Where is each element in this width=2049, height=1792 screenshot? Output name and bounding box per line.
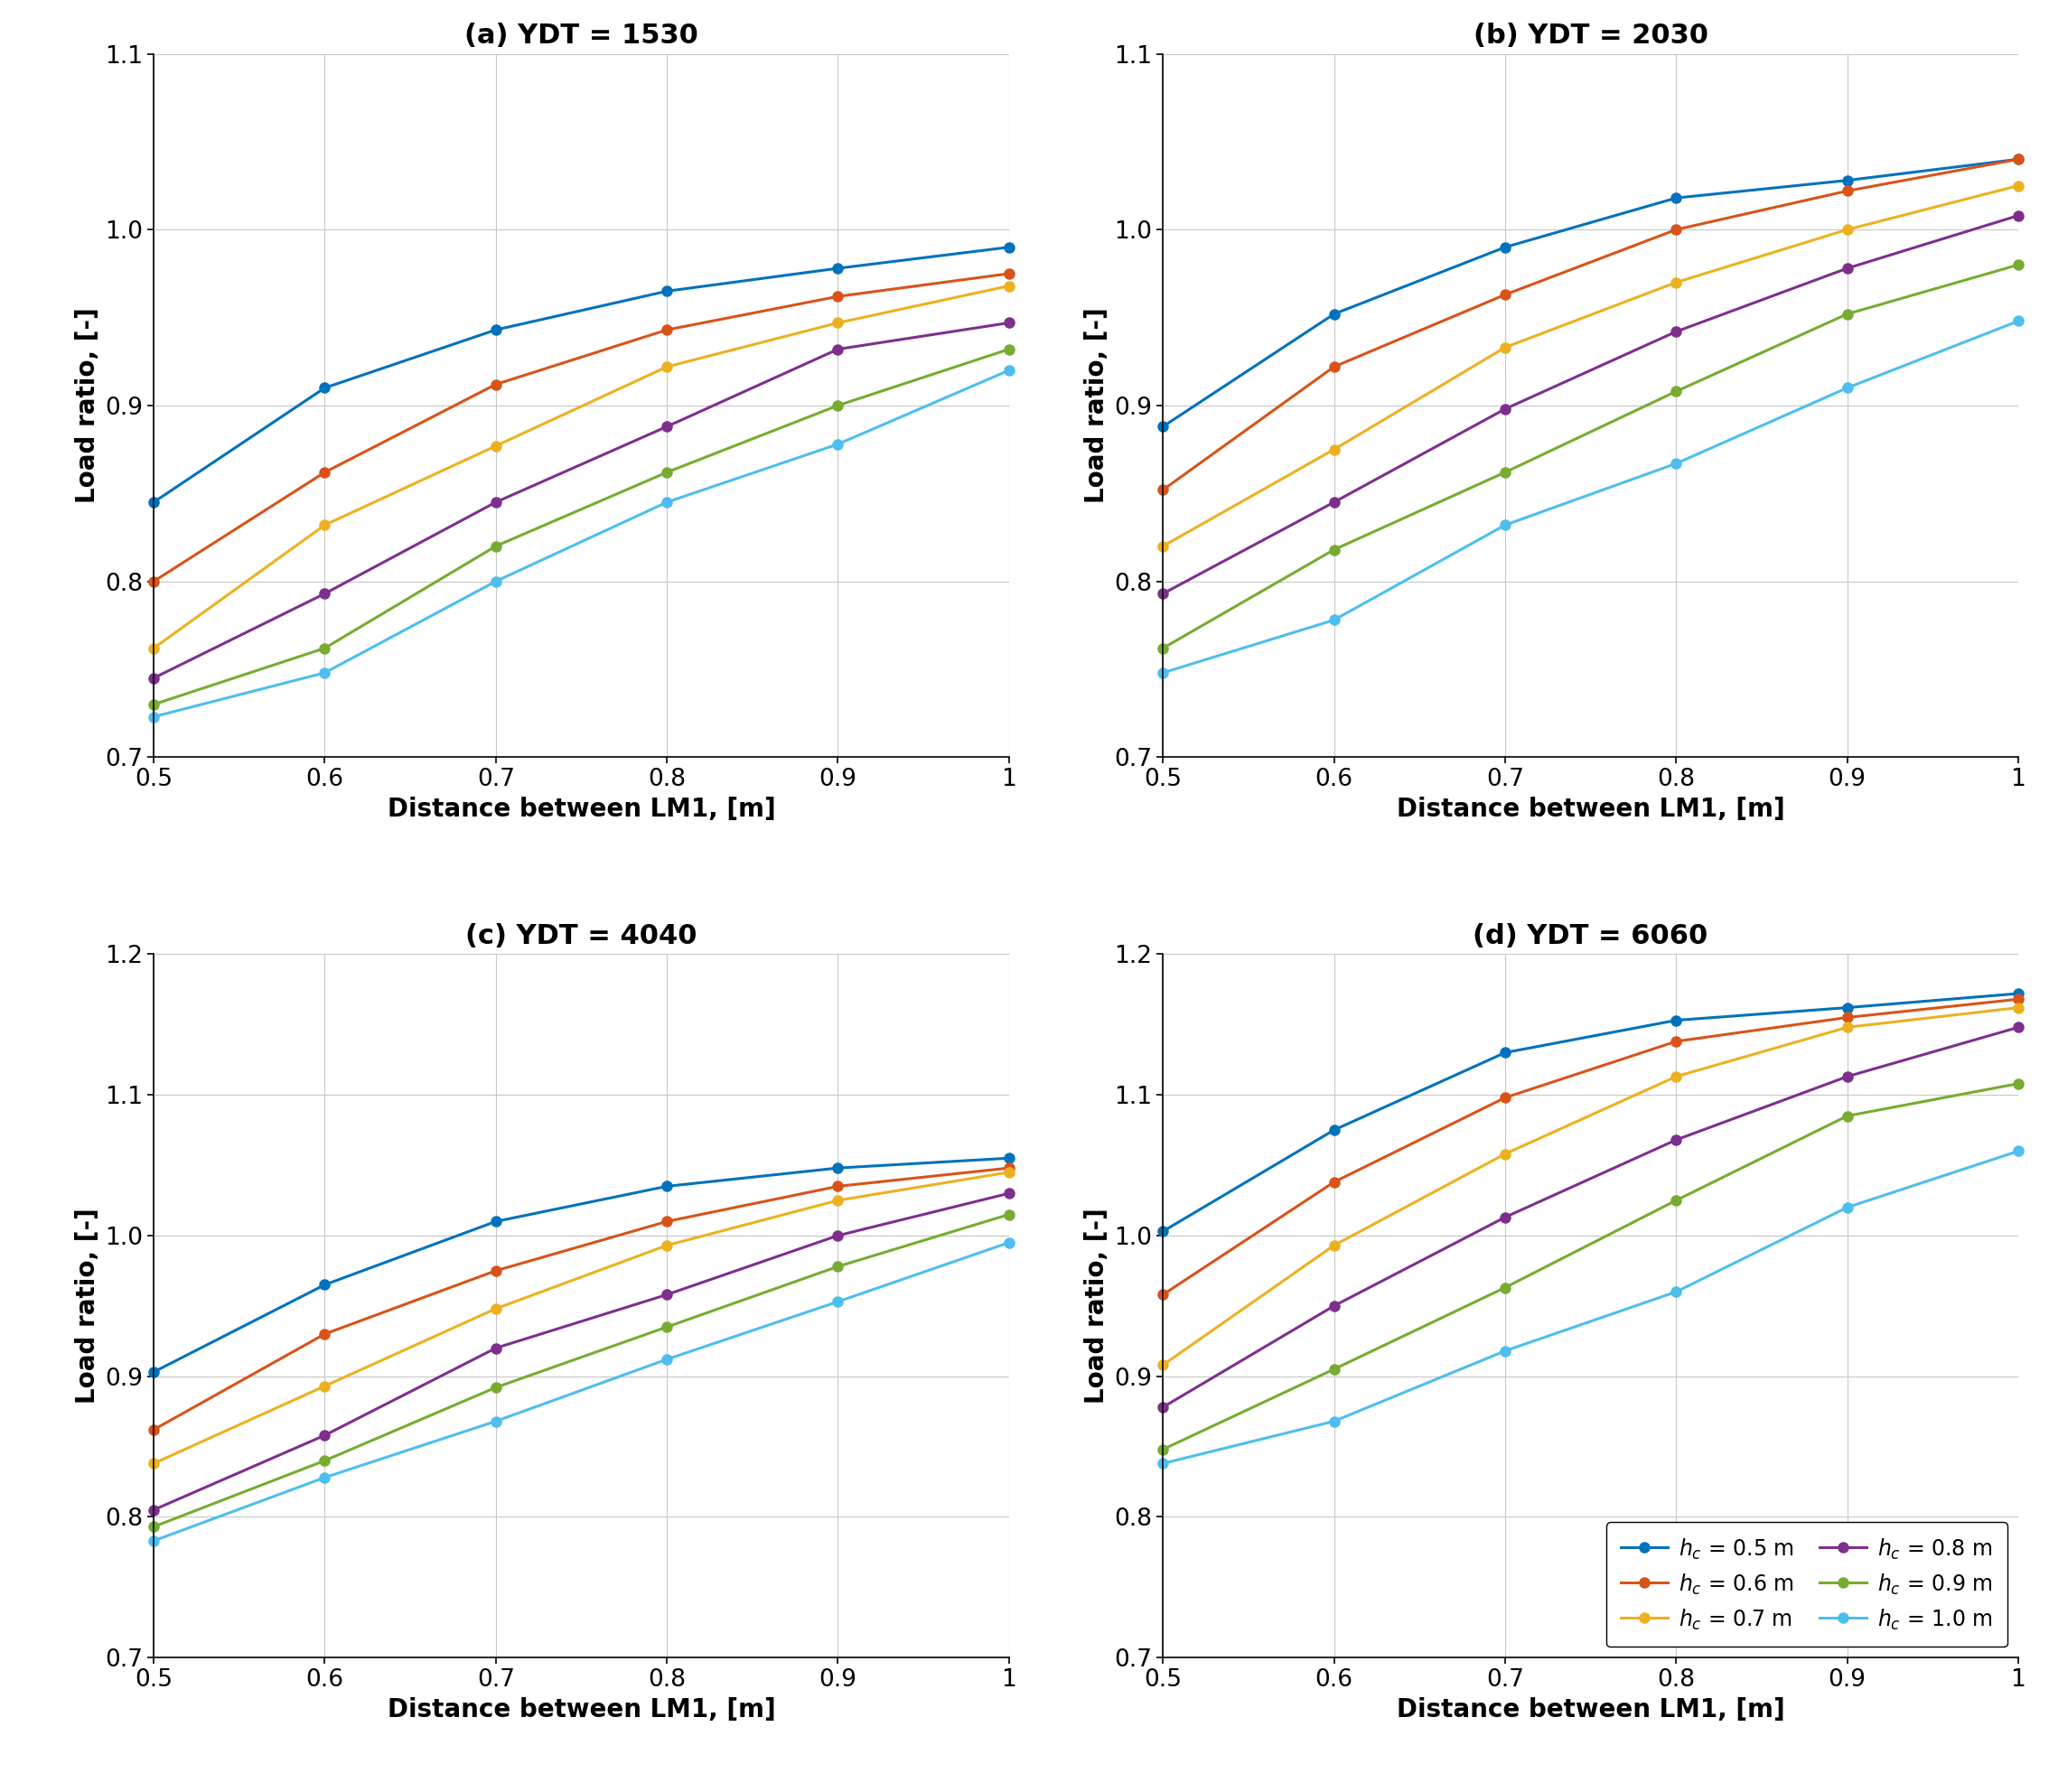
Y-axis label: Load ratio, [-]: Load ratio, [-] (74, 1208, 100, 1403)
Title: (a) YDT = 1530: (a) YDT = 1530 (465, 23, 699, 48)
Y-axis label: Load ratio, [-]: Load ratio, [-] (1084, 1208, 1109, 1403)
X-axis label: Distance between LM1, [m]: Distance between LM1, [m] (387, 796, 775, 823)
X-axis label: Distance between LM1, [m]: Distance between LM1, [m] (1397, 1697, 1785, 1722)
Y-axis label: Load ratio, [-]: Load ratio, [-] (1084, 308, 1109, 504)
Legend: $h_c$ = 0.5 m, $h_c$ = 0.6 m, $h_c$ = 0.7 m, $h_c$ = 0.8 m, $h_c$ = 0.9 m, $h_c$: $h_c$ = 0.5 m, $h_c$ = 0.6 m, $h_c$ = 0.… (1606, 1521, 2008, 1647)
Title: (c) YDT = 4040: (c) YDT = 4040 (465, 923, 697, 950)
Title: (b) YDT = 2030: (b) YDT = 2030 (1473, 23, 1709, 48)
Y-axis label: Load ratio, [-]: Load ratio, [-] (74, 308, 100, 504)
X-axis label: Distance between LM1, [m]: Distance between LM1, [m] (387, 1697, 775, 1722)
Title: (d) YDT = 6060: (d) YDT = 6060 (1473, 923, 1709, 950)
X-axis label: Distance between LM1, [m]: Distance between LM1, [m] (1397, 796, 1785, 823)
